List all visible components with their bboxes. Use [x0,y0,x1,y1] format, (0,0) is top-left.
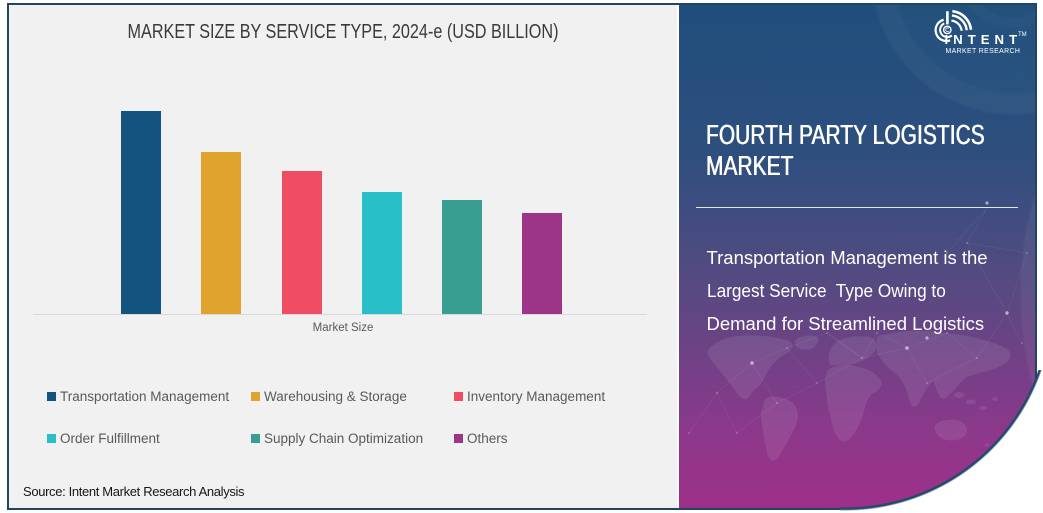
svg-text:TM: TM [1018,32,1027,38]
svg-text:MARKET RESEARCH: MARKET RESEARCH [946,48,1021,55]
svg-text:INTENT: INTENT [945,32,1023,47]
